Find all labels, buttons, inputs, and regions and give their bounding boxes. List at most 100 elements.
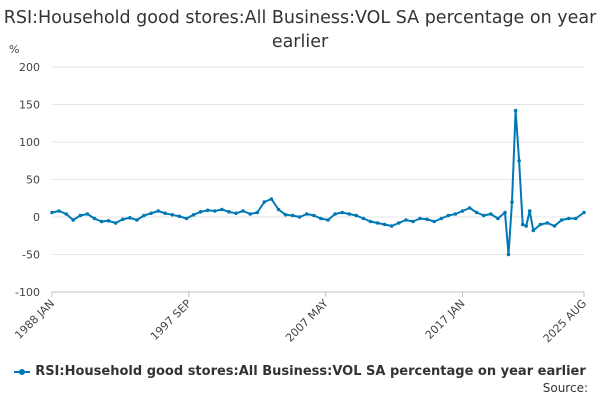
data-point bbox=[191, 213, 196, 217]
data-point bbox=[368, 219, 373, 224]
data-point bbox=[99, 219, 104, 224]
data-point bbox=[361, 216, 366, 221]
data-point bbox=[121, 217, 125, 222]
data-point bbox=[149, 211, 153, 216]
data-point bbox=[241, 209, 245, 213]
x-tick-label: 2025 AUG bbox=[541, 297, 590, 346]
data-point bbox=[305, 212, 309, 216]
data-point bbox=[389, 224, 394, 228]
data-point bbox=[78, 213, 83, 218]
data-point bbox=[92, 216, 97, 221]
y-axis-label: % bbox=[9, 43, 20, 56]
data-point bbox=[198, 210, 203, 214]
data-point bbox=[71, 218, 75, 222]
data-point bbox=[128, 216, 132, 220]
data-point bbox=[283, 213, 288, 217]
data-point bbox=[312, 213, 316, 218]
data-point bbox=[50, 210, 54, 215]
data-point bbox=[106, 219, 111, 223]
data-point bbox=[135, 218, 139, 222]
data-point bbox=[163, 211, 167, 216]
data-point bbox=[552, 224, 557, 228]
data-point bbox=[481, 213, 486, 218]
data-point bbox=[453, 212, 458, 216]
data-point bbox=[425, 217, 429, 222]
y-tick-label: 50 bbox=[26, 174, 40, 187]
data-point bbox=[418, 216, 422, 221]
data-point bbox=[446, 213, 451, 218]
legend-label: RSI:Household good stores:All Business:V… bbox=[35, 364, 586, 379]
data-point bbox=[319, 216, 323, 221]
data-point bbox=[545, 221, 550, 225]
data-point bbox=[113, 221, 118, 225]
chart-title: RSI:Household good stores:All Business:V… bbox=[3, 8, 597, 52]
data-point bbox=[404, 218, 408, 222]
data-point bbox=[474, 210, 479, 215]
data-point bbox=[340, 210, 345, 215]
y-tick-label: 100 bbox=[19, 136, 40, 149]
data-point bbox=[520, 222, 525, 227]
data-point bbox=[531, 228, 536, 233]
data-point bbox=[489, 212, 493, 216]
data-point bbox=[255, 210, 260, 215]
data-point bbox=[527, 209, 532, 213]
series-line bbox=[51, 109, 585, 256]
data-point bbox=[503, 210, 507, 215]
legend-symbol bbox=[14, 367, 31, 377]
data-point bbox=[566, 216, 571, 221]
data-point bbox=[559, 218, 564, 222]
data-point bbox=[347, 212, 352, 216]
data-point bbox=[156, 209, 160, 213]
data-point bbox=[177, 214, 182, 219]
data-point bbox=[573, 216, 578, 221]
data-point bbox=[375, 221, 380, 225]
x-tick-label: 1988 JAN bbox=[12, 297, 57, 342]
data-point bbox=[57, 209, 61, 213]
data-point bbox=[517, 159, 521, 163]
data-point bbox=[64, 212, 68, 216]
legend[interactable]: RSI:Household good stores:All Business:V… bbox=[0, 364, 600, 379]
data-point bbox=[213, 209, 217, 213]
y-tick-label: 150 bbox=[19, 99, 40, 112]
data-point bbox=[234, 211, 238, 216]
data-point bbox=[220, 207, 224, 212]
data-point bbox=[538, 222, 543, 227]
data-point bbox=[85, 212, 90, 216]
data-point bbox=[205, 208, 210, 213]
data-point bbox=[354, 213, 359, 218]
y-tick-label: -50 bbox=[22, 249, 40, 262]
data-point bbox=[276, 207, 281, 212]
data-point bbox=[411, 219, 415, 224]
data-point bbox=[170, 213, 175, 217]
y-tick-label: 200 bbox=[19, 61, 40, 74]
x-tick-label: 2017 JAN bbox=[423, 297, 468, 342]
data-point bbox=[510, 200, 514, 204]
data-point bbox=[467, 206, 472, 210]
data-point bbox=[582, 210, 586, 215]
data-point bbox=[297, 215, 302, 219]
data-point bbox=[326, 218, 330, 222]
data-point bbox=[262, 200, 267, 204]
data-point bbox=[184, 216, 189, 221]
y-tick-label: 0 bbox=[33, 211, 40, 224]
data-point bbox=[227, 210, 231, 214]
x-tick-label: 1997 SEP bbox=[148, 297, 194, 343]
data-point bbox=[142, 213, 146, 218]
data-point bbox=[269, 197, 274, 201]
data-point bbox=[397, 221, 401, 225]
data-point bbox=[513, 108, 518, 113]
data-point bbox=[524, 224, 528, 228]
data-point bbox=[290, 213, 295, 218]
data-point bbox=[439, 216, 444, 221]
data-point bbox=[506, 252, 511, 257]
y-tick-label: -100 bbox=[15, 286, 40, 299]
x-tick-label: 2007 MAY bbox=[283, 297, 331, 345]
data-point bbox=[382, 222, 387, 227]
data-point bbox=[496, 216, 500, 221]
data-point bbox=[333, 212, 337, 216]
data-point bbox=[432, 219, 437, 224]
data-point bbox=[460, 209, 465, 213]
data-point bbox=[248, 212, 252, 216]
source-label: Source: bbox=[542, 381, 588, 395]
